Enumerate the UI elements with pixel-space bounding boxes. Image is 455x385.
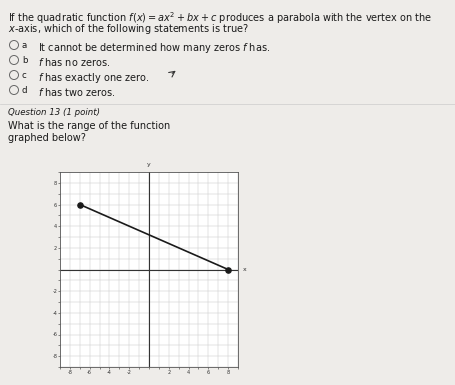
Text: What is the range of the function: What is the range of the function: [8, 121, 170, 131]
Text: graphed below?: graphed below?: [8, 133, 86, 143]
Text: a: a: [22, 41, 27, 50]
Text: Question 13 (1 point): Question 13 (1 point): [8, 108, 100, 117]
Text: c: c: [22, 71, 27, 80]
Text: y: y: [147, 162, 151, 167]
Text: $x$-axis, which of the following statements is true?: $x$-axis, which of the following stateme…: [8, 22, 249, 36]
Text: $f$ has exactly one zero.: $f$ has exactly one zero.: [38, 71, 150, 85]
Text: $f$ has two zeros.: $f$ has two zeros.: [38, 86, 116, 98]
Text: b: b: [22, 56, 27, 65]
Text: If the quadratic function $f(x) = ax^2 + bx + c$ produces a parabola with the ve: If the quadratic function $f(x) = ax^2 +…: [8, 10, 432, 26]
Text: $f$ has no zeros.: $f$ has no zeros.: [38, 56, 110, 68]
Text: It cannot be determined how many zeros $f$ has.: It cannot be determined how many zeros $…: [38, 41, 270, 55]
Text: d: d: [22, 86, 27, 95]
Point: [224, 266, 232, 273]
Point: [76, 201, 83, 208]
Text: x: x: [243, 267, 247, 272]
